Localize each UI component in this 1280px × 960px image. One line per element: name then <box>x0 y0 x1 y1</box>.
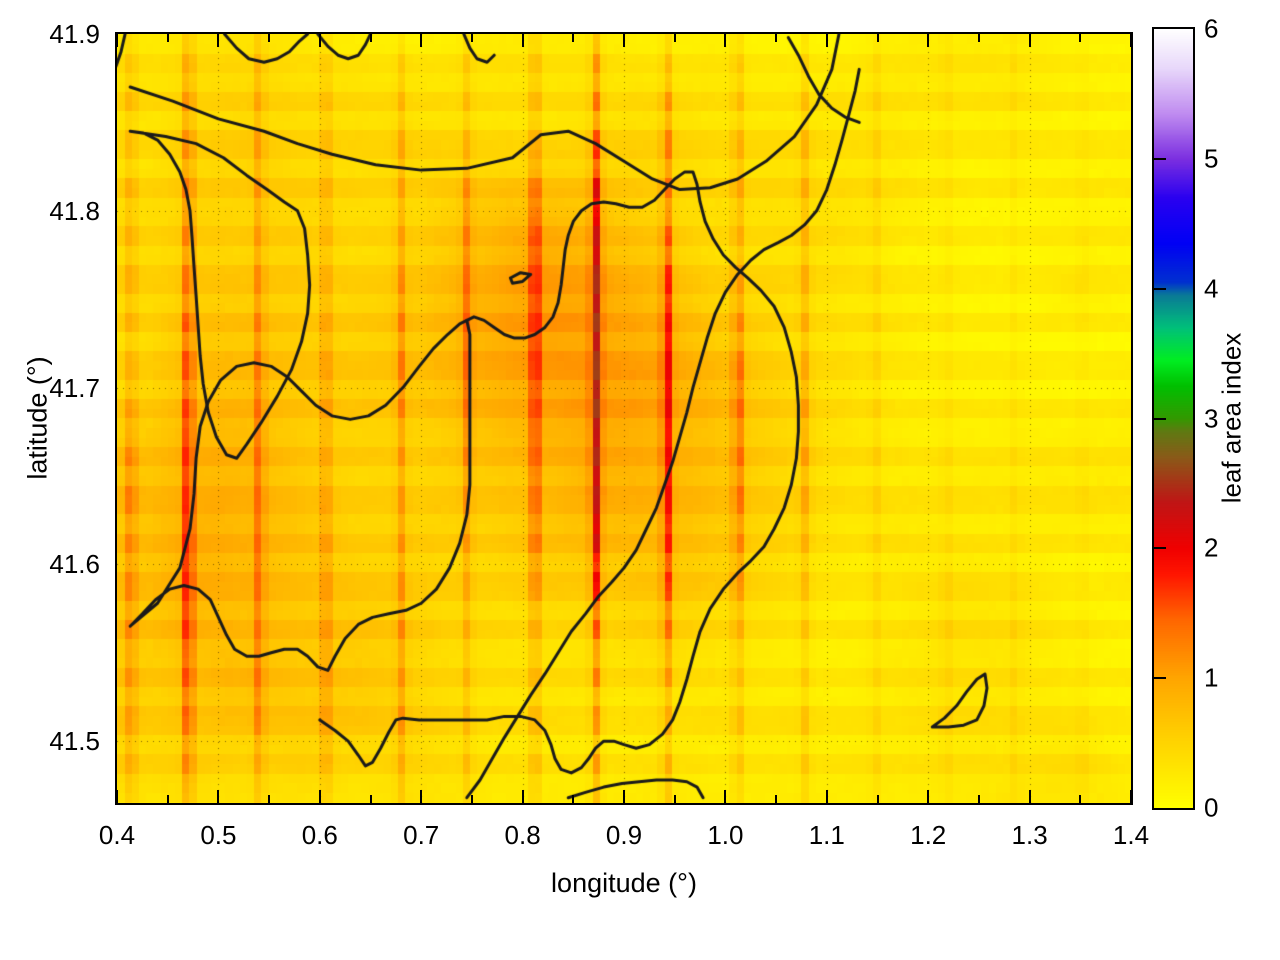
x-axis-top-tick-mark <box>724 34 727 47</box>
x-axis-tick-mark <box>318 790 321 803</box>
x-axis-top-tick-mark <box>116 34 118 47</box>
x-axis-top-tick-mark <box>521 34 524 47</box>
colorbar-tick-mark <box>1154 547 1166 550</box>
x-axis-minor-tick-mark <box>166 795 169 803</box>
x-axis-tick-mark <box>116 790 118 803</box>
y-axis-tick-label: 41.6 <box>49 549 100 580</box>
x-axis-minor-tick-mark <box>470 795 473 803</box>
x-axis-tick-mark <box>825 790 828 803</box>
x-axis-top-minor-tick-mark <box>369 34 372 42</box>
y-axis-tick-label: 41.7 <box>49 372 100 403</box>
colorbar-title: leaf area index <box>1216 332 1247 504</box>
x-axis-tick-label: 1.4 <box>1112 820 1150 850</box>
x-axis-top-tick-mark <box>1028 34 1031 47</box>
x-axis-tick-mark <box>623 790 625 803</box>
x-axis-tick-mark <box>1028 790 1031 803</box>
x-axis-minor-tick-mark <box>369 795 372 803</box>
x-axis-minor-tick-mark <box>775 795 778 803</box>
x-axis-tick-label: 0.6 <box>301 820 338 850</box>
colorbar-tick-mark <box>1154 417 1166 420</box>
x-axis-top-tick-mark <box>217 34 220 47</box>
x-axis-tick-label: 1.2 <box>910 820 947 850</box>
y-axis-tick-label: 41.5 <box>49 726 100 757</box>
colorbar-tick-label: 1 <box>1204 662 1219 693</box>
y-axis-tick-label: 41.8 <box>49 195 100 226</box>
x-axis-top-tick-mark <box>420 34 423 47</box>
colorbar-tick-mark <box>1154 677 1166 680</box>
x-axis-minor-tick-mark <box>1079 795 1082 803</box>
x-axis-top-minor-tick-mark <box>268 34 271 42</box>
x-axis-minor-tick-mark <box>977 795 980 803</box>
x-axis-tick-label: 1.0 <box>707 820 744 850</box>
x-axis-tick-mark <box>1130 790 1132 803</box>
x-axis-top-minor-tick-mark <box>673 34 676 42</box>
y-axis-title: latitude (°) <box>22 356 53 480</box>
x-axis-tick-label: 0.9 <box>605 820 643 850</box>
x-axis-top-minor-tick-mark <box>775 34 778 42</box>
x-axis-top-minor-tick-mark <box>470 34 473 42</box>
plot-area <box>115 32 1133 805</box>
x-axis-title: longitude (°) <box>551 868 697 898</box>
colorbar-tick-label: 3 <box>1204 403 1219 433</box>
x-axis-minor-tick-mark <box>673 795 676 803</box>
x-axis-minor-tick-mark <box>876 795 879 803</box>
x-axis-tick-mark <box>927 790 930 803</box>
x-axis-top-minor-tick-mark <box>572 34 575 42</box>
x-axis-tick-label: 0.5 <box>200 820 237 850</box>
x-axis-tick-label: 1.3 <box>1011 820 1048 850</box>
colorbar-tick-label: 4 <box>1204 273 1219 304</box>
x-axis-top-minor-tick-mark <box>876 34 879 42</box>
y-axis-tick-label: 41.9 <box>49 19 100 49</box>
colorbar-tick-label: 0 <box>1204 792 1219 823</box>
x-axis-minor-tick-mark <box>268 795 271 803</box>
x-axis-top-minor-tick-mark <box>166 34 169 42</box>
x-axis-top-minor-tick-mark <box>977 34 980 42</box>
x-axis-top-tick-mark <box>927 34 930 47</box>
x-axis-top-tick-mark <box>825 34 828 47</box>
colorbar-tick-label: 6 <box>1204 13 1219 44</box>
x-axis-tick-mark <box>420 790 423 803</box>
x-axis-tick-mark <box>724 790 727 803</box>
x-axis-top-tick-mark <box>1130 34 1132 47</box>
colorbar-tick-mark <box>1154 157 1166 160</box>
x-axis-tick-label: 0.7 <box>403 820 440 850</box>
x-axis-top-tick-mark <box>623 34 625 47</box>
x-axis-tick-mark <box>217 790 220 803</box>
colorbar-tick-label: 5 <box>1204 143 1219 174</box>
x-axis-tick-label: 0.4 <box>98 820 136 850</box>
x-axis-top-tick-mark <box>318 34 321 47</box>
x-axis-minor-tick-mark <box>572 795 575 803</box>
colorbar-tick-label: 2 <box>1204 532 1219 563</box>
x-axis-tick-mark <box>521 790 524 803</box>
colorbar-tick-mark <box>1154 287 1166 290</box>
contour-lines-overlay <box>117 34 1131 803</box>
x-axis-top-minor-tick-mark <box>1079 34 1082 42</box>
x-axis-tick-label: 0.8 <box>504 820 541 850</box>
x-axis-tick-label: 1.1 <box>808 820 845 850</box>
